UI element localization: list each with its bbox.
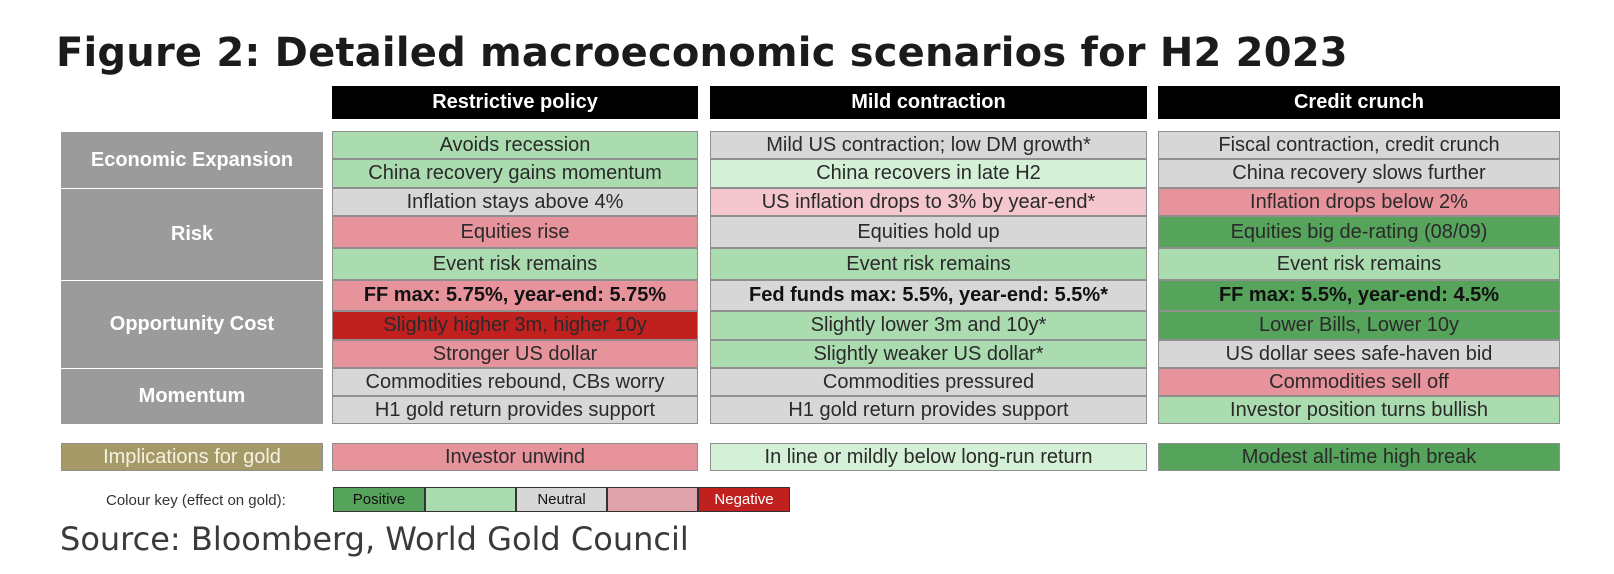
scenario-cell: Fiscal contraction, credit crunch xyxy=(1158,131,1560,159)
row-group-economic-expansion: Economic Expansion xyxy=(61,131,323,188)
source-note: Source: Bloomberg, World Gold Council xyxy=(60,520,689,558)
colour-key-swatch: Neutral xyxy=(516,487,607,512)
column-header-restrictive-policy: Restrictive policy xyxy=(332,86,698,119)
scenario-cell: US inflation drops to 3% by year-end* xyxy=(710,188,1147,216)
implication-cell: Investor unwind xyxy=(332,443,698,471)
scenario-cell: Lower Bills, Lower 10y xyxy=(1158,311,1560,340)
scenario-cell: Equities rise xyxy=(332,216,698,248)
scenario-cell: Slightly higher 3m, higher 10y xyxy=(332,311,698,340)
scenario-cell: FF max: 5.5%, year-end: 4.5% xyxy=(1158,280,1560,311)
colour-key-swatch xyxy=(607,487,698,512)
scenario-cell: Event risk remains xyxy=(332,248,698,280)
scenario-cell: Event risk remains xyxy=(710,248,1147,280)
scenario-cell: Equities big de-rating (08/09) xyxy=(1158,216,1560,248)
scenario-cell: Commodities rebound, CBs worry xyxy=(332,368,698,396)
scenario-cell: China recovery slows further xyxy=(1158,159,1560,188)
scenario-cell: Mild US contraction; low DM growth* xyxy=(710,131,1147,159)
scenario-cell: Commodities pressured xyxy=(710,368,1147,396)
colour-key-label: Colour key (effect on gold): xyxy=(106,492,286,509)
scenario-cell: Fed funds max: 5.5%, year-end: 5.5%* xyxy=(710,280,1147,311)
scenario-cell: US dollar sees safe-haven bid xyxy=(1158,340,1560,368)
scenario-cell: Investor position turns bullish xyxy=(1158,396,1560,424)
scenario-cell: FF max: 5.75%, year-end: 5.75% xyxy=(332,280,698,311)
scenario-cell: China recovers in late H2 xyxy=(710,159,1147,188)
colour-key-swatch xyxy=(425,487,516,512)
implications-for-gold-label: Implications for gold xyxy=(61,443,323,471)
colour-key-swatch: Negative xyxy=(698,487,790,512)
scenario-cell: H1 gold return provides support xyxy=(332,396,698,424)
row-group-opportunity-cost: Opportunity Cost xyxy=(61,280,323,368)
implication-cell: Modest all-time high break xyxy=(1158,443,1560,471)
implication-cell: In line or mildly below long-run return xyxy=(710,443,1147,471)
scenario-cell: Slightly lower 3m and 10y* xyxy=(710,311,1147,340)
column-header-mild-contraction: Mild contraction xyxy=(710,86,1147,119)
scenario-cell: China recovery gains momentum xyxy=(332,159,698,188)
scenario-cell: Commodities sell off xyxy=(1158,368,1560,396)
row-group-momentum: Momentum xyxy=(61,368,323,424)
scenario-cell: Avoids recession xyxy=(332,131,698,159)
colour-key-swatch: Positive xyxy=(333,487,425,512)
scenario-cell: Event risk remains xyxy=(1158,248,1560,280)
figure-title: Figure 2: Detailed macroeconomic scenari… xyxy=(56,30,1348,76)
scenario-cell: Equities hold up xyxy=(710,216,1147,248)
row-group-risk: Risk xyxy=(61,188,323,280)
scenario-cell: H1 gold return provides support xyxy=(710,396,1147,424)
column-header-credit-crunch: Credit crunch xyxy=(1158,86,1560,119)
scenario-cell: Inflation stays above 4% xyxy=(332,188,698,216)
scenario-cell: Slightly weaker US dollar* xyxy=(710,340,1147,368)
scenario-cell: Stronger US dollar xyxy=(332,340,698,368)
scenario-cell: Inflation drops below 2% xyxy=(1158,188,1560,216)
